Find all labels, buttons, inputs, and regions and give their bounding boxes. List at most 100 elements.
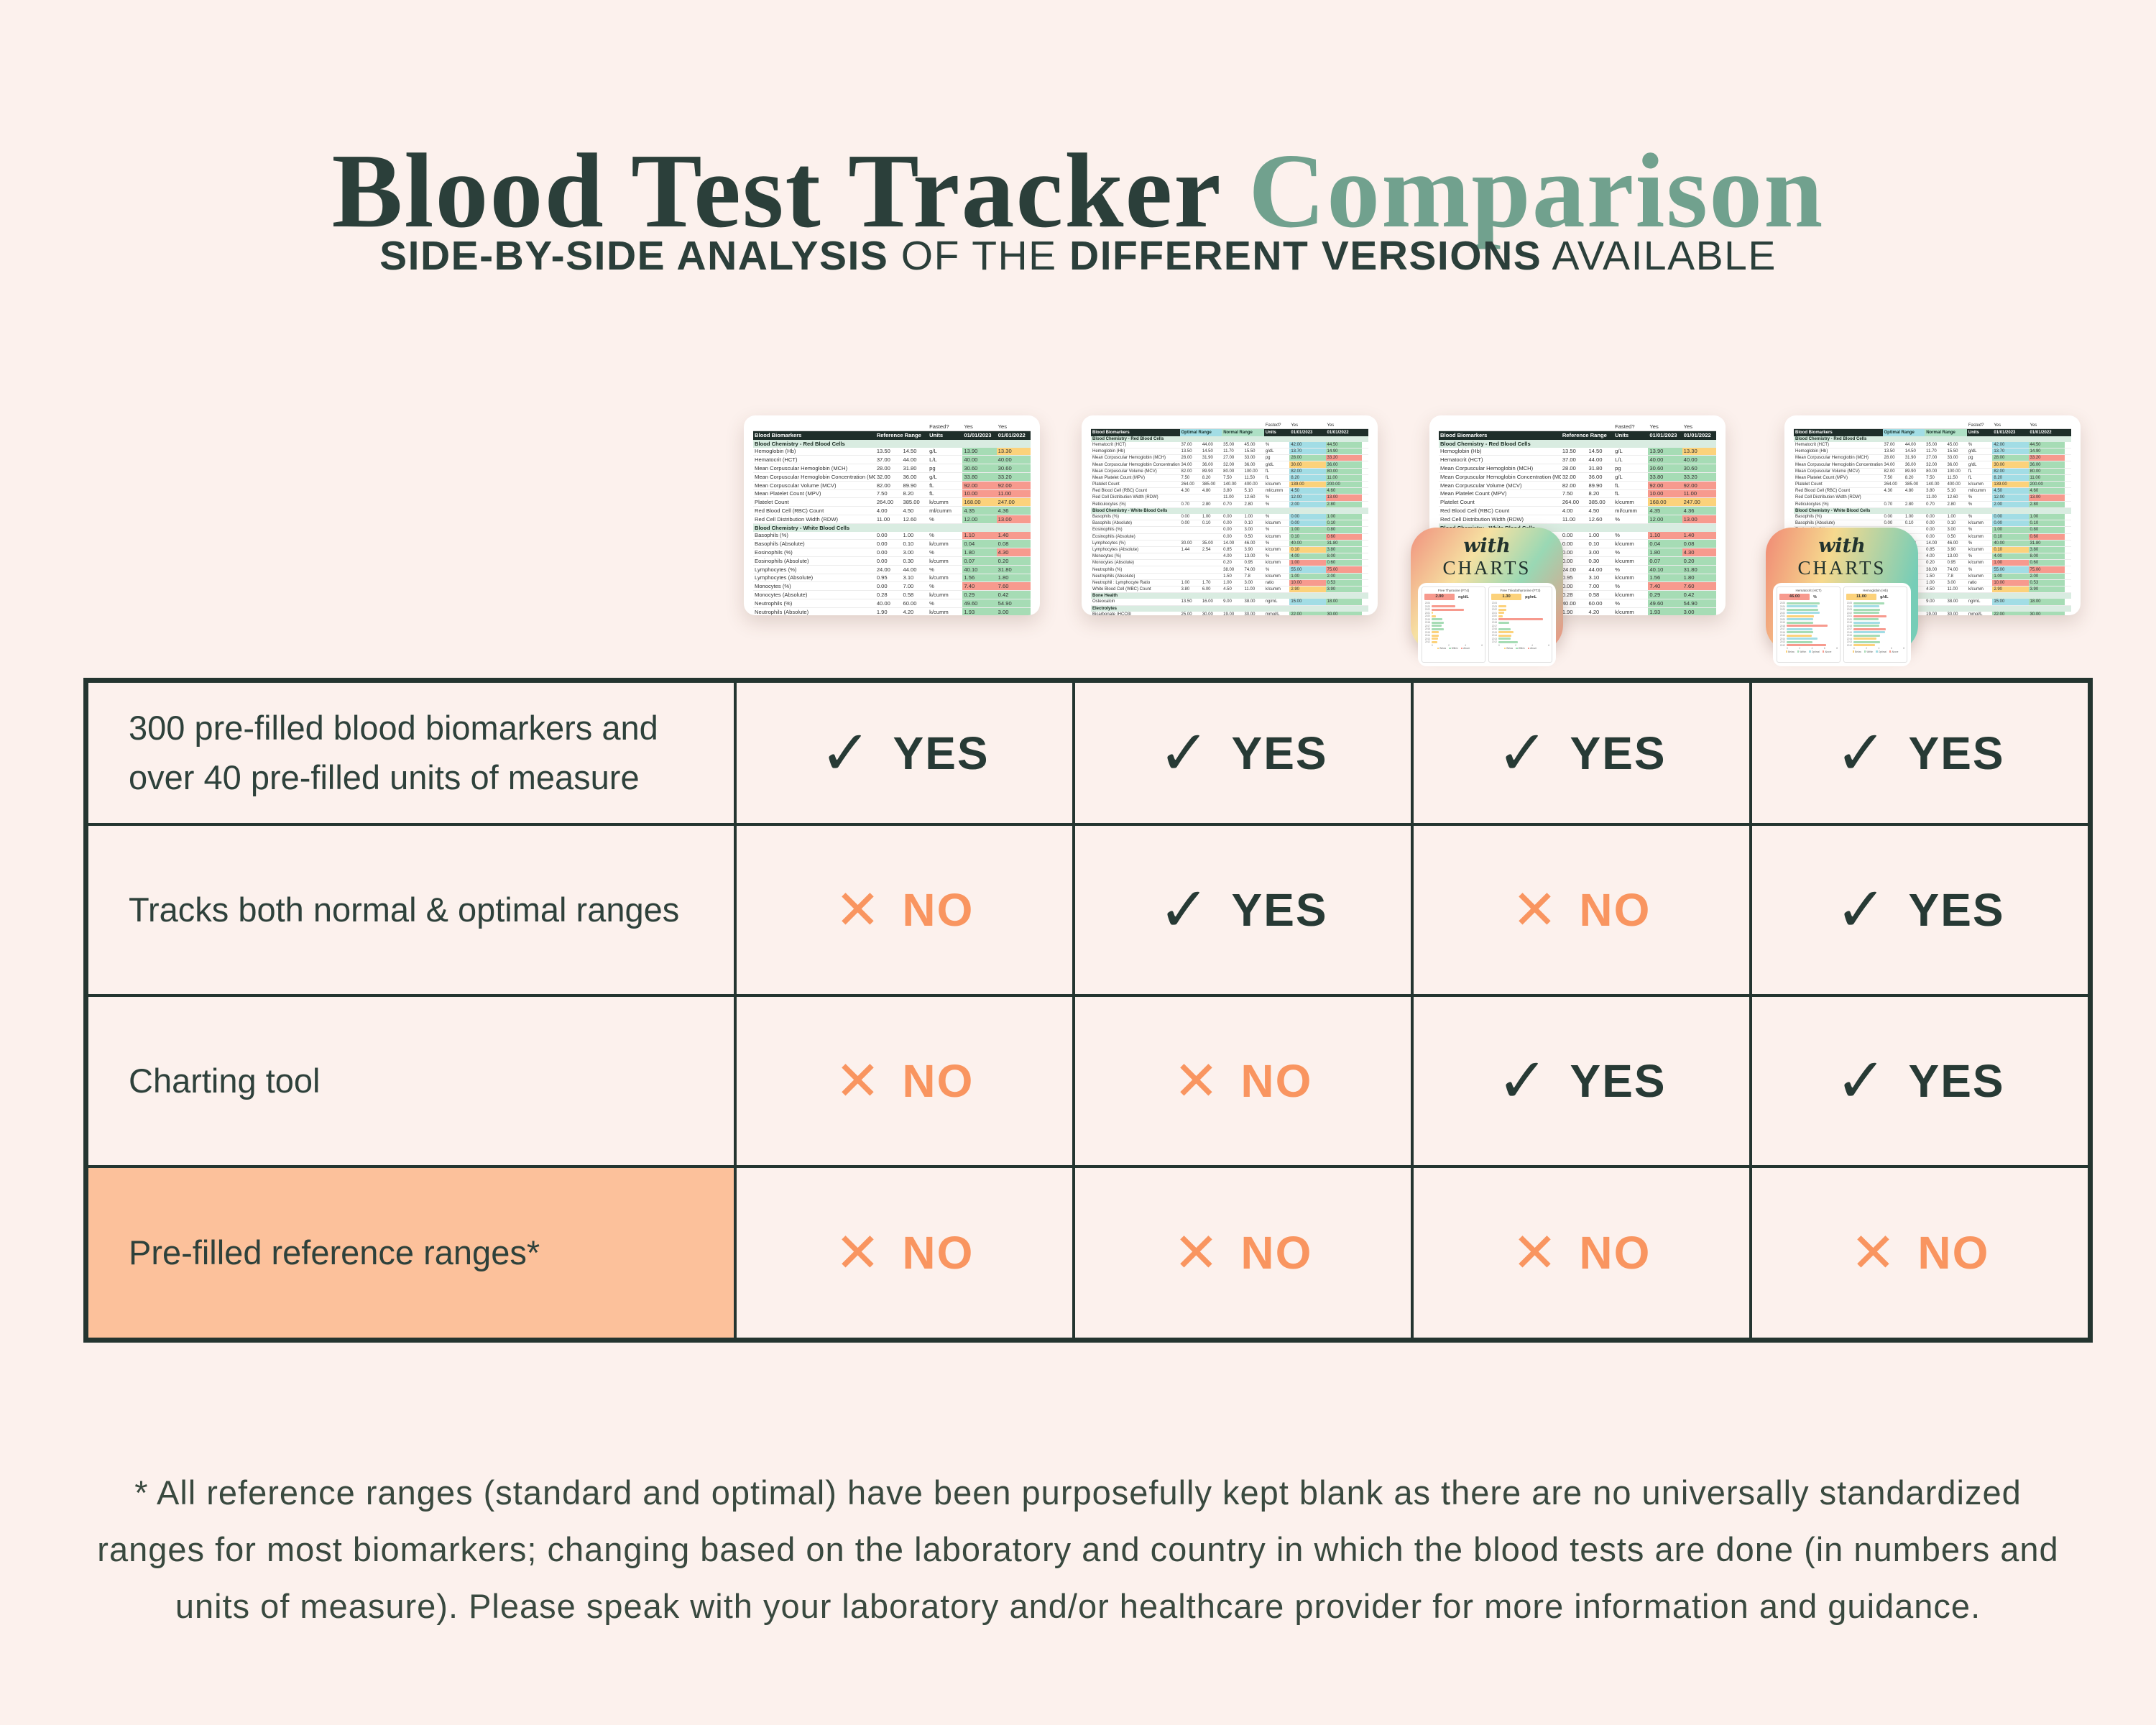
- legend-item: Within: [1797, 650, 1806, 653]
- bar-row: 2023: [1779, 608, 1838, 612]
- m1: 34.00: [1181, 462, 1192, 467]
- mr2: Reference Range: [876, 432, 921, 439]
- bar-row: 2019: [1846, 621, 1904, 625]
- mv: 33.80: [962, 472, 997, 481]
- hl-c: Optimal Range: [1882, 429, 1925, 436]
- sheet-row: Mean Corpuscular Hemoglobin (MCH) 28.00 31…: [753, 464, 1031, 473]
- m4: 11.50: [1244, 475, 1256, 480]
- mv: 01/01/2023: [1291, 430, 1313, 435]
- mv: 31.80: [996, 565, 1031, 574]
- year-label: 2024: [1846, 604, 1852, 608]
- sheet-row: Mean Platelet Count (MPV) 7.50 8.20 7.50 11.…: [1091, 474, 1368, 482]
- mu: fL: [1968, 475, 1972, 480]
- comparison-value-cell: ✓ YES: [1074, 681, 1412, 824]
- m2: 0.10: [903, 540, 914, 548]
- mn: Basophils (%): [1092, 515, 1120, 520]
- mv: 4.00: [1289, 553, 1326, 560]
- mu: k/cumm: [1265, 574, 1281, 579]
- mu: g/dL: [1968, 449, 1977, 454]
- bar: [1853, 640, 1880, 643]
- legend-item: Below: [1852, 650, 1861, 653]
- thumbnail-optimal-tracker-with-charts: Fasted? Yes Yes Blood Biomarkers Optimal Ran…: [1766, 415, 2081, 666]
- sheet-row: Eosinophils (Absolute) 0.00 0.50 k/cumm 0.10…: [1091, 533, 1368, 540]
- mv: 8.00: [1325, 553, 1362, 560]
- m2: 0.10: [1202, 521, 1211, 526]
- legend-swatch: [1797, 650, 1800, 653]
- m1: 82.00: [1181, 469, 1192, 474]
- legend-item: Within: [1449, 647, 1458, 650]
- legend-label: Optimal: [1811, 650, 1820, 653]
- sheet-preheader-row: Fasted? Yes Yes: [1794, 423, 2071, 430]
- year-label: 2022: [1491, 608, 1497, 612]
- mv: 4.30: [996, 548, 1031, 556]
- yes-no-text: NO: [902, 884, 975, 936]
- mn: Blood Biomarkers: [755, 432, 802, 439]
- m1: 13.50: [876, 448, 890, 455]
- m1: 28.00: [876, 465, 890, 472]
- mv: 42.00: [1992, 441, 2029, 448]
- m2: 14.50: [903, 448, 917, 455]
- mu: g/L: [1615, 448, 1623, 455]
- bar-row: 2019: [1424, 618, 1483, 622]
- mu: %: [1265, 442, 1270, 447]
- mv: 0.07: [1648, 556, 1682, 565]
- sheet-section-row: Electrolytes: [1091, 605, 1368, 612]
- legend-label: Above: [1825, 650, 1832, 653]
- m4: 46.00: [1244, 540, 1256, 546]
- m1: 13.50: [1181, 599, 1192, 604]
- mv: 0.80: [2028, 527, 2065, 533]
- mv: 0.08: [1682, 540, 1716, 548]
- m3: 38.00: [1223, 567, 1235, 572]
- axis-tick: 2: [1799, 647, 1801, 650]
- yes-no-text: YES: [1231, 727, 1328, 779]
- mn: Hemoglobin (Hb): [755, 448, 796, 455]
- with-charts-label: with CHARTS: [1797, 535, 1886, 579]
- bar: [1432, 625, 1442, 627]
- bar: [1787, 627, 1812, 630]
- m3: 0.70: [1223, 502, 1232, 507]
- mv: 13.30: [996, 447, 1031, 456]
- year-label: 2014: [1424, 634, 1430, 638]
- bar: [1432, 618, 1443, 621]
- legend-label: Within: [1866, 650, 1874, 653]
- mv: 1.40: [1682, 531, 1716, 540]
- m4: 3.90: [1947, 547, 1956, 552]
- m3: 1.00: [1926, 580, 1935, 585]
- bar: [1853, 618, 1879, 621]
- mu: k/cumm: [1615, 608, 1634, 615]
- hl-g: Normal Range: [1222, 429, 1264, 436]
- mv: 31.80: [1682, 565, 1716, 574]
- year-label: 2014: [1779, 637, 1785, 640]
- mv: 0.42: [996, 591, 1031, 599]
- mv: 28.00: [1992, 455, 2029, 461]
- m3: 0.00: [1926, 528, 1935, 533]
- ghost: [1243, 423, 1264, 428]
- title-accent: Comparison: [1248, 132, 1825, 251]
- sheet-row: Red Cell Distribution Width (RDW) 11.00 12…: [753, 515, 1031, 524]
- sheet-row: Bicarbonate (HCO3) 25.00 30.00 19.00 30.00 mm…: [1091, 611, 1368, 615]
- m1: 0.28: [876, 592, 888, 599]
- yes-no-text: NO: [1240, 1055, 1313, 1107]
- year-label: 2015: [1779, 634, 1785, 638]
- sheet-row: Platelet Count 264.00 385.00 140.00 400.00 k/…: [1091, 482, 1368, 489]
- mn: Red Blood Cell (RBC) Count: [1795, 489, 1851, 494]
- mv: 30.60: [1682, 464, 1716, 472]
- mu: k/cumm: [1968, 547, 1984, 552]
- m2: 35.00: [1202, 540, 1213, 546]
- subtitle: SIDE-BY-SIDE ANALYSIS OF THE DIFFERENT V…: [0, 232, 2156, 280]
- m2: 4.80: [1904, 489, 1914, 494]
- m4: 3.00: [1244, 580, 1253, 585]
- mn: Hematocrit (HCT): [1795, 442, 1830, 447]
- legend-label: Within: [1451, 647, 1458, 650]
- year-label: 2018: [1846, 624, 1852, 627]
- mn: Osteocalcin: [1092, 599, 1115, 604]
- m1: 0.00: [1884, 515, 1893, 520]
- mn: Mean Platelet Count (MPV): [1092, 475, 1146, 480]
- ghost: [1883, 423, 1904, 428]
- m1: 0.00: [1562, 557, 1573, 564]
- axis-ticks: 0 2 4 6 8: [1779, 647, 1838, 650]
- mn: Mean Platelet Count (MPV): [1440, 490, 1507, 497]
- bar: [1787, 618, 1813, 621]
